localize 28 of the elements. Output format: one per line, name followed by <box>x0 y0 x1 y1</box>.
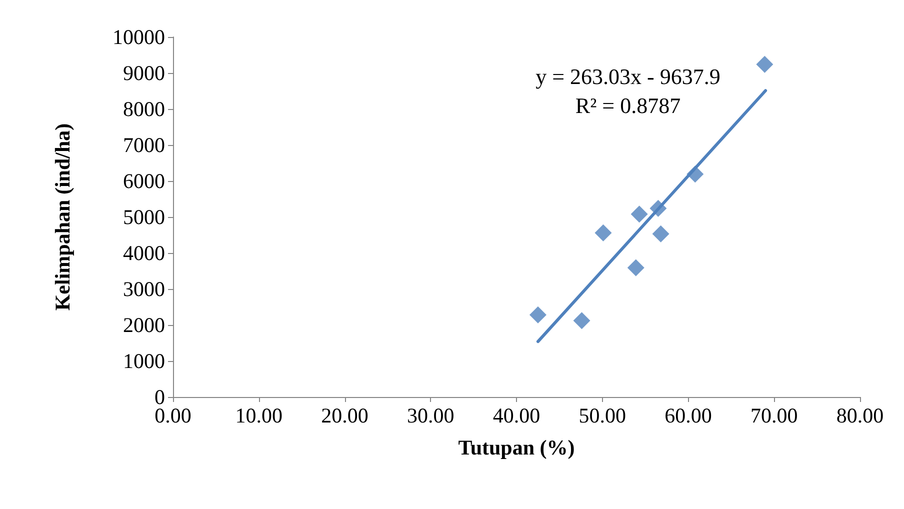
x-tick-label: 40.00 <box>492 404 540 428</box>
point <box>573 312 590 330</box>
point <box>652 225 670 242</box>
point <box>529 306 546 324</box>
x-tick-label: 60.00 <box>664 404 712 428</box>
x-tick-label: 20.00 <box>321 404 368 428</box>
point <box>756 56 774 73</box>
point <box>630 206 648 223</box>
y-axis-title: Kelimpahan (ind/ha) <box>50 123 74 311</box>
x-axis-title: Tutupan (%) <box>458 436 575 460</box>
x-tick-label: 50.00 <box>578 404 626 428</box>
y-tick-label: 3000 <box>123 277 165 301</box>
y-tick-label: 1000 <box>123 349 165 373</box>
x-tick-label: 10.00 <box>235 404 282 428</box>
y-tick-label: 5000 <box>123 205 165 229</box>
y-tick-label: 8000 <box>123 97 165 121</box>
x-tick-label: 30.00 <box>407 404 454 428</box>
annotation: y = 263.03x - 9637.9 R² = 0.8787 <box>536 64 720 118</box>
x-tick-label: 80.00 <box>836 404 884 428</box>
point <box>627 259 644 276</box>
y-tick-label: 6000 <box>123 169 165 193</box>
y-tick-label: 4000 <box>123 241 165 265</box>
y-tick-label: 9000 <box>123 61 165 85</box>
y-tick-label: 7000 <box>123 133 165 157</box>
x-tick-label: 70.00 <box>750 404 798 428</box>
point <box>594 224 612 242</box>
y-tick-label: 10000 <box>112 25 165 49</box>
y-tick-label: 2000 <box>123 313 165 337</box>
